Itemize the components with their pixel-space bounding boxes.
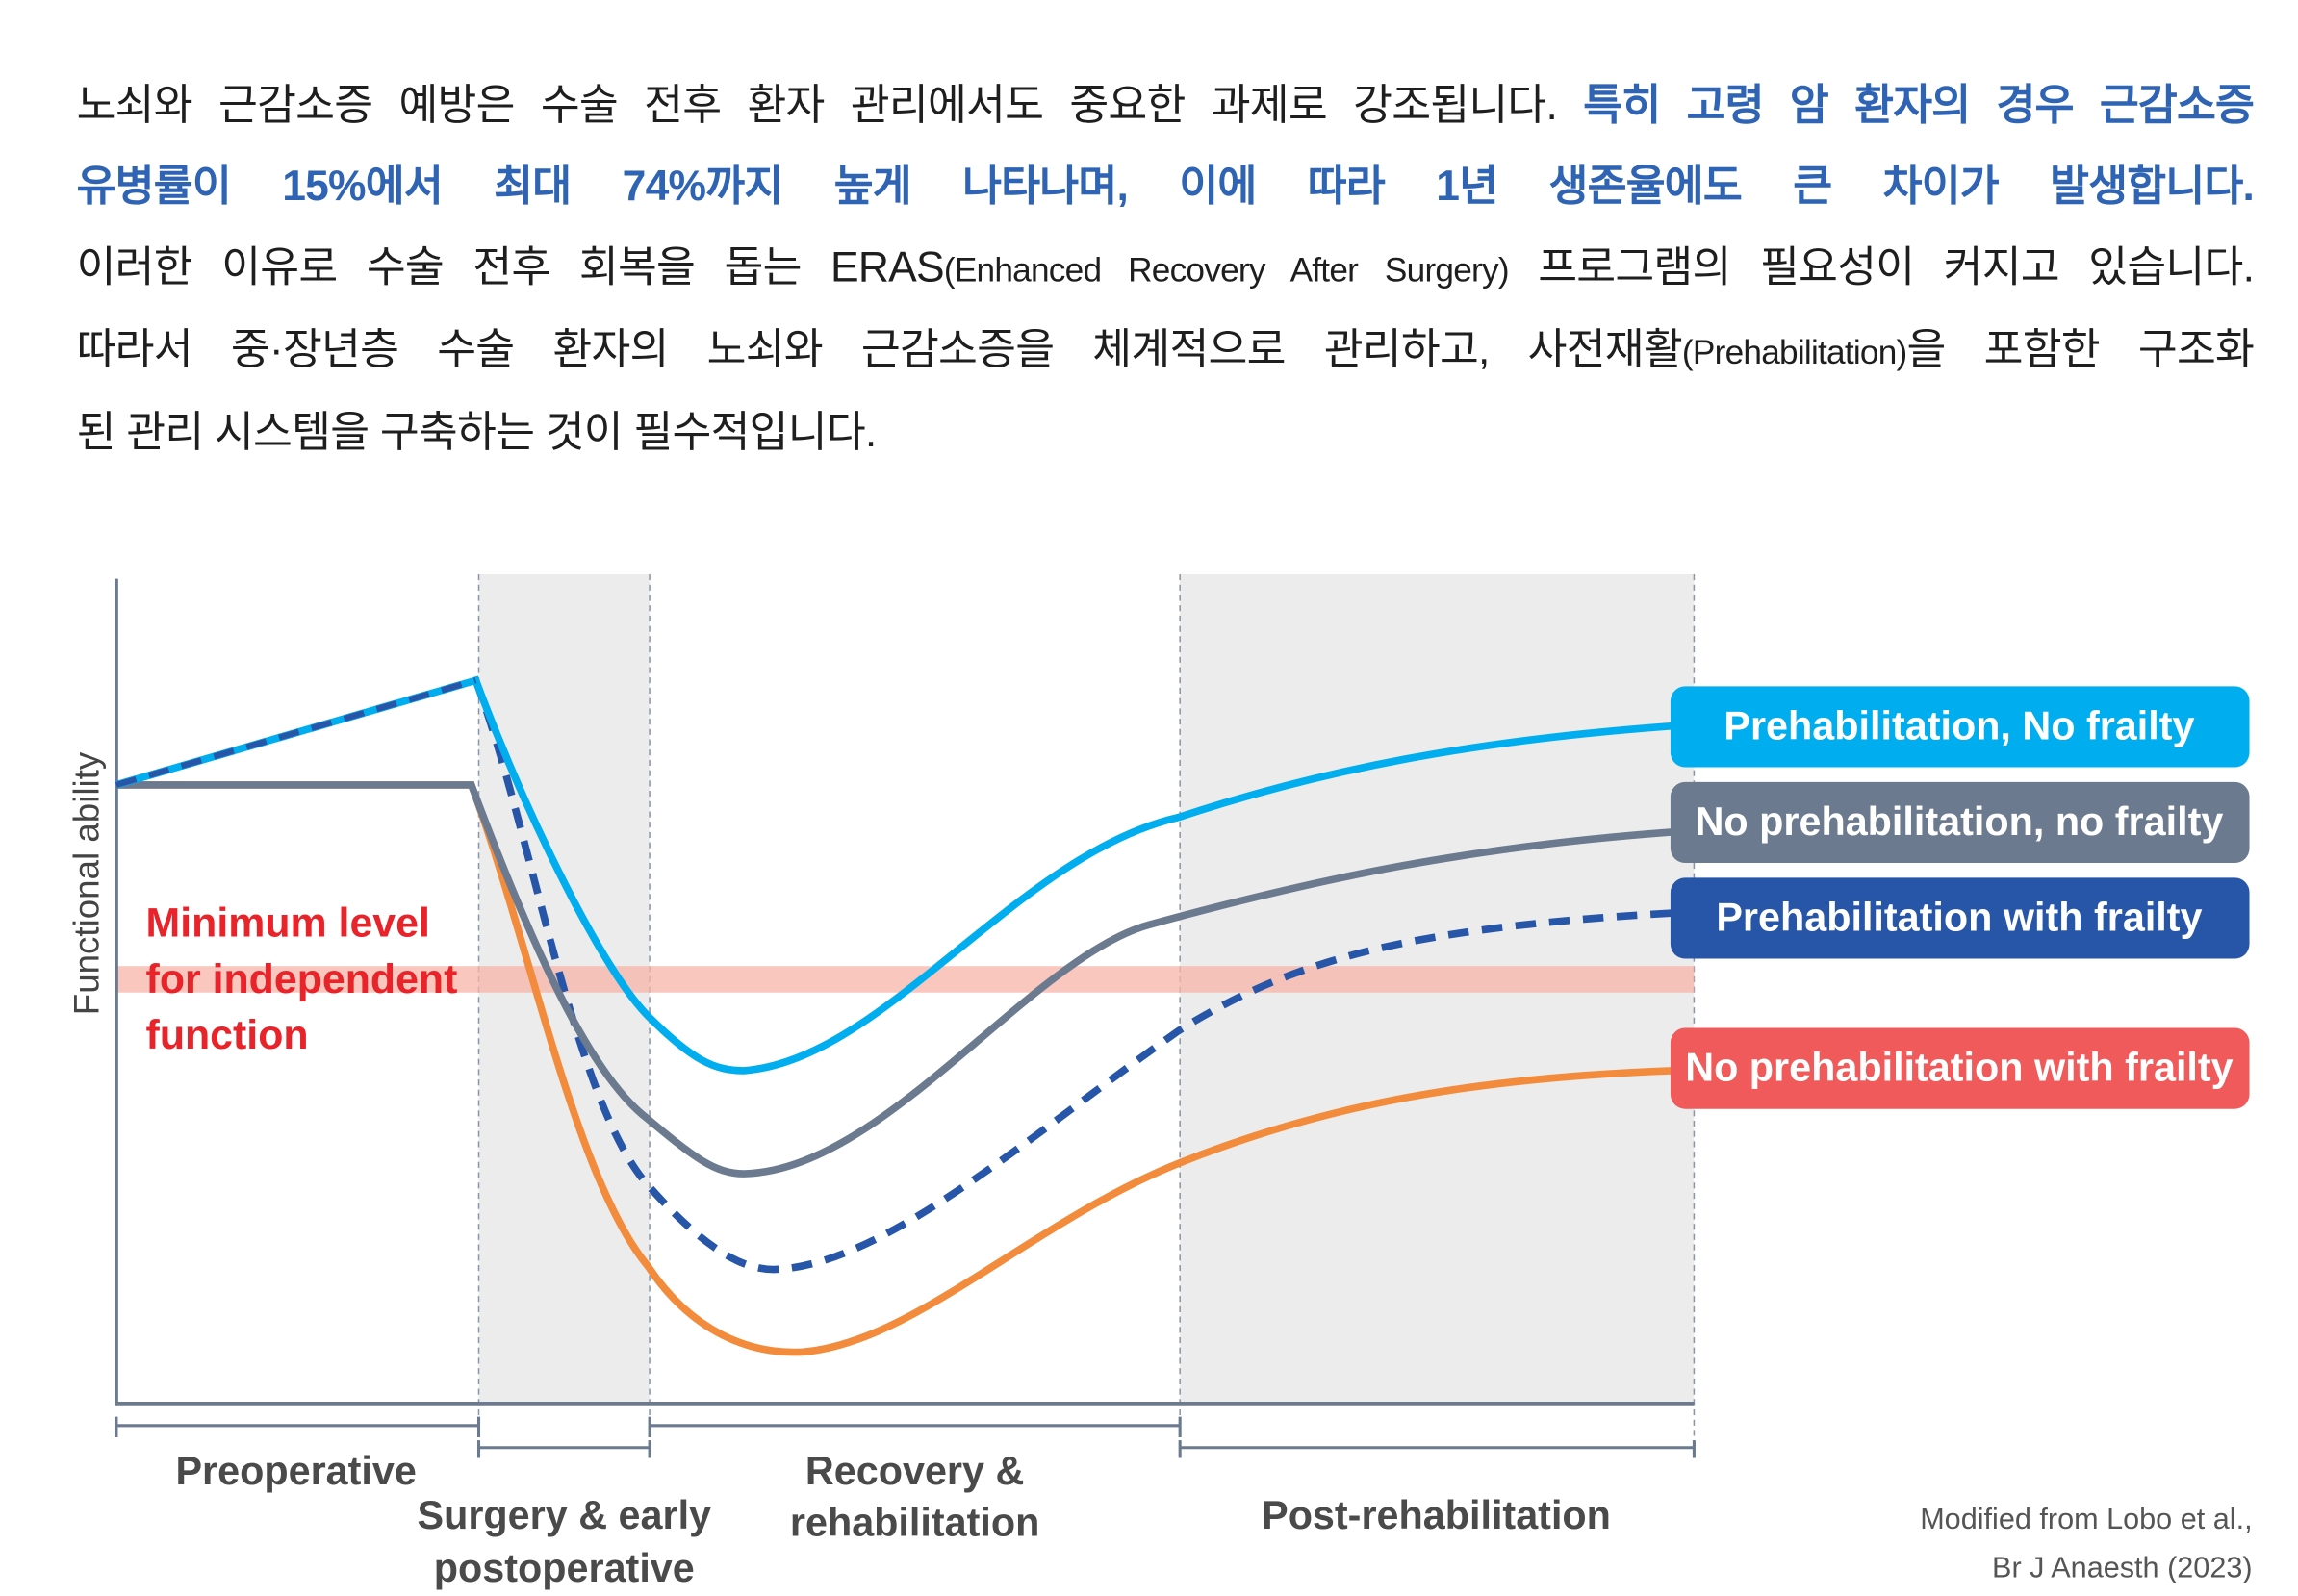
phase-brackets [115,1416,1696,1458]
legend-item: No prehabilitation, no frailty [1670,781,2250,864]
intro-text: 따라서 중·장년층 수술 환자의 노쇠와 근감소증을 체계적으로 관리하고, 사… [76,326,1683,374]
phase-label-recovery: Recovery & [805,1449,1024,1493]
series-line-prehab-frailty [115,675,1672,1274]
legend-label: Prehabilitation with frailty [1716,895,2202,939]
series-line-prehab-frailty-preop [115,677,477,788]
phase-label-post-rehab: Post-rehabilitation [1262,1493,1611,1537]
intro-text: 을 포함한 구조화 [1906,326,2255,374]
series-line-no-prehab-frailty [115,781,1672,1356]
legend-item: Prehabilitation with frailty [1670,877,2250,959]
intro-text: 이러한 이유로 수술 전후 회복을 돕는 ERAS [76,244,945,292]
phase-label-surgery: Surgery & early [418,1493,712,1537]
series-line-no-prehab-no-frailty [115,781,1672,1178]
intro-line-4: 따라서 중·장년층 수술 환자의 노쇠와 근감소증을 체계적으로 관리하고, 사… [77,311,2255,393]
intro-text-small: (Enhanced Recovery After Surgery) [943,250,1510,290]
threshold-label-line: function [146,1012,309,1058]
intro-paragraph: 노쇠와 근감소증 예방은 수술 전후 환자 관리에서도 중요한 과제로 강조됩니… [77,66,2255,474]
series-line-prehab-no-frailty [115,675,1672,1075]
legend-label: No prehabilitation with frailty [1685,1046,2233,1090]
intro-text: 노쇠와 근감소증 예방은 수술 전후 환자 관리에서도 중요한 과제로 강조됩니… [76,82,1584,130]
phase-label-recovery: rehabilitation [790,1501,1039,1545]
y-axis-label: Functional ability [67,751,107,1015]
legend-label: Prehabilitation, No frailty [1724,703,2194,747]
intro-line-3: 이러한 이유로 수술 전후 회복을 돕는 ERAS(Enhanced Recov… [77,228,2255,311]
phase-label-preoperative: Preoperative [175,1449,416,1493]
threshold-label-line: Minimum level [146,900,430,947]
legend-label: No prehabilitation, no frailty [1696,799,2224,844]
legend-item: Prehabilitation, No frailty [1670,686,2250,768]
intro-text-small: (Prehabilitation) [1681,332,1907,371]
threshold-label-line: for independent [146,956,458,1002]
phase-label-surgery: postoperative [434,1546,695,1590]
intro-highlight: 특히 고령 암 환자의 경우 근감소증 [1583,82,2255,130]
source-citation: Br J Anaesth (2023) [1992,1551,2253,1583]
intro-line-2: 유병률이 15%에서 최대 74%까지 높게 나타나며, 이에 따라 1년 생존… [76,163,2255,211]
intro-text: 프로그램의 필요성이 커지고 있습니다. [1508,244,2255,292]
intro-line-1: 노쇠와 근감소증 예방은 수술 전후 환자 관리에서도 중요한 과제로 강조됩니… [77,66,2255,147]
intro-line-5: 된 관리 시스템을 구축하는 것이 필수적입니다. [76,409,878,457]
source-citation: Modified from Lobo et al., [1920,1503,2252,1535]
legend-item: No prehabilitation with frailty [1670,1027,2250,1109]
